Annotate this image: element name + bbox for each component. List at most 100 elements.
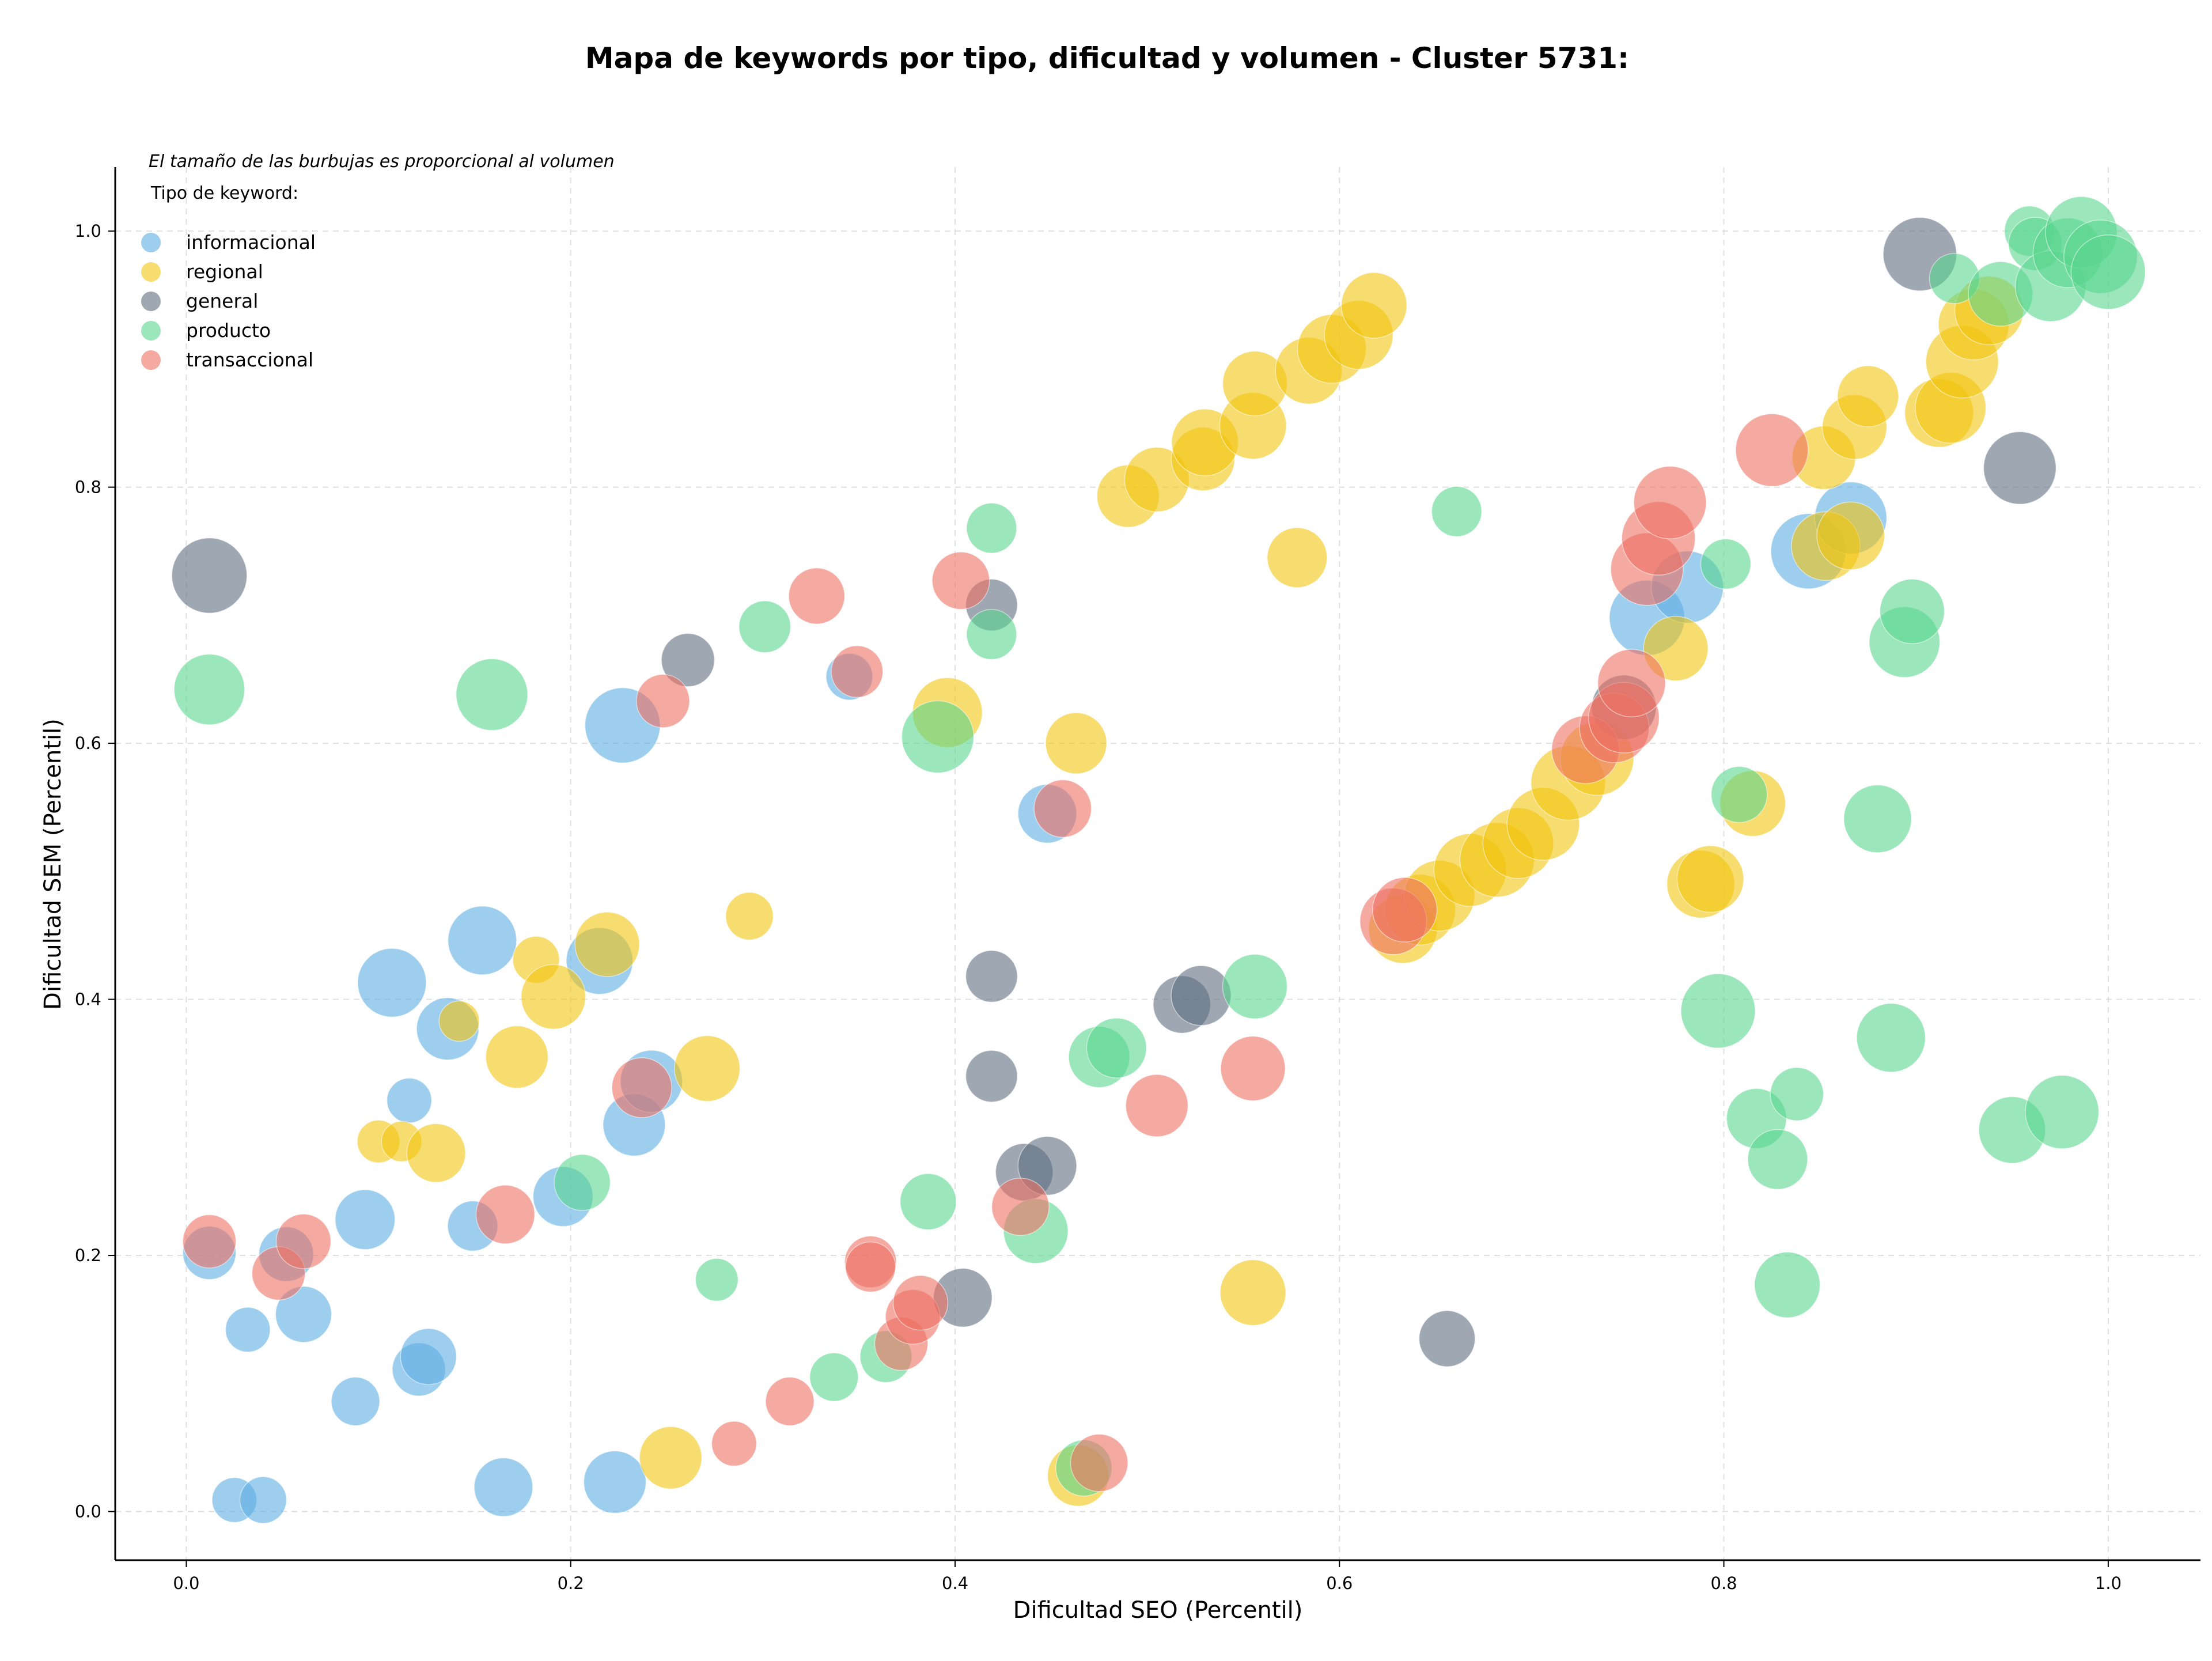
legend-marker-transaccional	[141, 350, 161, 370]
bubble-producto-23	[1770, 1067, 1824, 1121]
bubble-regional-6	[521, 964, 586, 1030]
bubble-regional-8	[639, 1426, 702, 1489]
bubble-transaccional-4	[611, 1057, 672, 1118]
legend-label-informacional: informacional	[186, 231, 316, 253]
bubble-transaccional-26	[1597, 649, 1666, 718]
bubble-regional-37	[1676, 845, 1744, 913]
legend-marker-informacional	[141, 233, 161, 252]
bubble-general-3	[965, 949, 1018, 1003]
bubble-regional-9	[673, 1035, 741, 1102]
bubble-transaccional-17	[1033, 779, 1092, 838]
bubble-producto-34	[2025, 1074, 2100, 1149]
bubble-informacional-15	[474, 1457, 533, 1517]
bubble-transaccional-15	[931, 551, 990, 610]
bubble-producto-18	[1700, 538, 1752, 590]
legend-title: Tipo de keyword:	[150, 183, 298, 203]
y-tick-label-2: 0.4	[75, 990, 101, 1009]
y-axis-label: Dificultad SEM (Percentil)	[40, 718, 66, 1010]
bubble-producto-38	[2070, 234, 2146, 310]
bubble-transaccional-18	[1070, 1433, 1128, 1492]
bubble-regional-41	[1816, 501, 1885, 570]
bubble-transaccional-11	[845, 1241, 896, 1293]
bubble-informacional-3	[239, 1476, 287, 1524]
bubble-transaccional-7	[765, 1376, 815, 1427]
y-tick-label-5: 1.0	[75, 221, 101, 241]
x-tick-label-3: 0.6	[1326, 1573, 1353, 1593]
bubble-transaccional-30	[1735, 413, 1809, 487]
bubble-producto-27	[1879, 578, 1945, 644]
bubble-general-0	[171, 537, 248, 614]
bubble-size-note: El tamaño de las burbujas es proporciona…	[149, 152, 615, 172]
bubble-producto-0	[173, 653, 245, 725]
legend-label-producto: producto	[186, 319, 271, 342]
bubble-general-9	[1171, 965, 1232, 1026]
bubble-transaccional-9	[831, 645, 884, 698]
bubble-informacional-5	[275, 1285, 332, 1343]
y-tick-label-3: 0.6	[75, 733, 101, 753]
legend-label-transaccional: transaccional	[186, 349, 313, 371]
bubble-producto-5	[809, 1352, 859, 1402]
chart-title: Mapa de keywords por tipo, dificultad y …	[585, 41, 1629, 75]
bubble-regional-7	[574, 911, 640, 977]
legend-marker-general	[141, 292, 161, 311]
bubble-transaccional-0	[182, 1214, 237, 1269]
bubble-producto-4	[738, 600, 791, 653]
legend-marker-regional	[141, 262, 161, 282]
bubble-informacional-6	[331, 1376, 380, 1427]
bubble-general-4	[965, 1050, 1018, 1103]
bubble-regional-13	[1045, 712, 1107, 774]
bubble-transaccional-20	[1220, 1035, 1286, 1102]
bubble-transaccional-5	[635, 674, 690, 728]
bubble-regional-3	[406, 1123, 466, 1183]
x-tick-label-4: 0.8	[1711, 1573, 1737, 1593]
bubble-transaccional-16	[991, 1178, 1050, 1236]
bubble-transaccional-19	[1125, 1074, 1189, 1137]
bubble-informacional-14	[447, 906, 517, 975]
bubble-informacional-7	[335, 1189, 396, 1250]
legend: informacional regional general producto tran…	[141, 231, 316, 371]
bubble-producto-9	[966, 502, 1017, 554]
bubble-informacional-9	[386, 1077, 433, 1123]
bubble-regional-18	[1219, 1259, 1286, 1326]
bubble-producto-1	[456, 658, 528, 731]
bubble-general-1	[661, 633, 715, 687]
bubble-producto-3	[695, 1258, 739, 1302]
bubble-producto-15	[1222, 954, 1288, 1020]
x-tick-label-0: 0.0	[173, 1573, 199, 1593]
bubble-informacional-11	[400, 1328, 457, 1385]
bubble-transaccional-3	[475, 1185, 535, 1244]
bubble-general-13	[1983, 431, 2057, 505]
bubble-producto-14	[1086, 1017, 1147, 1079]
bubble-transaccional-22	[1372, 877, 1438, 943]
bubble-informacional-8	[357, 948, 427, 1018]
bubble-regional-2	[438, 1000, 480, 1042]
bubble-transaccional-14	[892, 1275, 949, 1331]
legend-label-regional: regional	[186, 260, 263, 283]
y-tick-label-1: 0.2	[75, 1246, 101, 1265]
legend-label-general: general	[186, 290, 258, 312]
bubble-regional-10	[725, 892, 774, 941]
x-tick-label-1: 0.2	[558, 1573, 584, 1593]
bubble-informacional-18	[583, 1450, 647, 1514]
x-tick-label-2: 0.4	[942, 1573, 968, 1593]
bubble-transaccional-29	[1633, 466, 1707, 539]
legend-marker-producto	[141, 321, 161, 340]
x-tick-label-5: 1.0	[2095, 1573, 2122, 1593]
x-axis-label: Dificultad SEO (Percentil)	[1013, 1597, 1303, 1624]
bubble-regional-4	[485, 1025, 549, 1089]
bubble-producto-7	[899, 1173, 957, 1231]
bubble-regional-43	[1837, 365, 1899, 427]
bubble-transaccional-6	[711, 1421, 757, 1467]
y-tick-label-0: 0.0	[75, 1502, 101, 1522]
axis-ticks: 0.0 0.2 0.4 0.6 0.8 1.0 0.0 0.2 0.4 0.6 0.8 1.0	[75, 221, 2122, 1593]
bubble-transaccional-8	[788, 567, 846, 625]
bubble-regional-25	[1340, 272, 1407, 339]
bubble-producto-24	[1843, 784, 1912, 853]
bubble-producto-21	[1747, 1129, 1808, 1190]
bubble-producto-22	[1754, 1251, 1821, 1318]
bubble-general-10	[1418, 1310, 1476, 1367]
bubble-producto-16	[1431, 486, 1483, 538]
bubble-layer	[171, 196, 2146, 1524]
bubble-transaccional-2	[275, 1213, 332, 1269]
